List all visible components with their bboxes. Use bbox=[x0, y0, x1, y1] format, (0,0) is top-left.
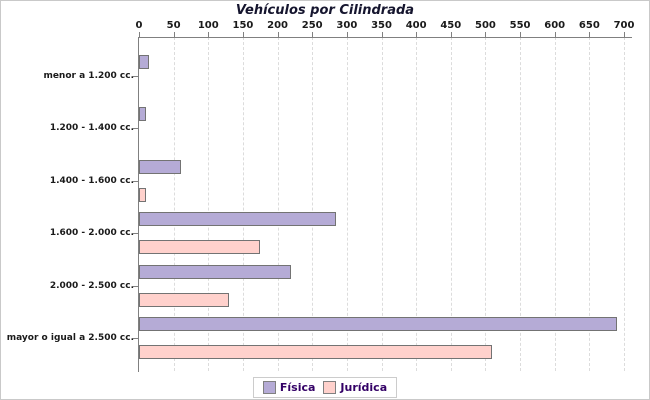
legend-label-fisica: Física bbox=[279, 381, 316, 394]
x-axis-tick-label: 300 bbox=[336, 20, 358, 31]
legend-item-fisica: Física bbox=[262, 381, 316, 394]
bar-juridica bbox=[139, 292, 230, 307]
legend-item-juridica: Jurídica bbox=[323, 381, 387, 394]
legend-swatch-juridica bbox=[323, 381, 337, 394]
gridline bbox=[346, 37, 348, 371]
gridline bbox=[520, 37, 522, 371]
x-axis-tick-label: 500 bbox=[474, 20, 496, 31]
x-axis-tick-mark bbox=[139, 32, 140, 37]
legend-swatch-fisica bbox=[262, 381, 276, 394]
x-axis-tick-mark bbox=[589, 32, 591, 37]
x-axis-tick-label: 600 bbox=[544, 20, 566, 31]
gridline bbox=[208, 37, 210, 371]
x-axis-tick-mark bbox=[520, 32, 522, 37]
bar-fisica bbox=[139, 159, 181, 174]
x-axis-tick-mark bbox=[554, 32, 556, 37]
y-axis-tick-mark bbox=[133, 233, 139, 235]
x-axis-tick-label: 650 bbox=[578, 20, 600, 31]
x-axis-tick-mark bbox=[416, 32, 418, 37]
y-axis-tick-mark bbox=[133, 285, 139, 287]
gridline bbox=[624, 37, 625, 371]
category-label: mayor o igual a 2.500 cc. bbox=[6, 333, 134, 343]
legend-box: Física Jurídica bbox=[252, 377, 398, 398]
x-axis-tick-label: 100 bbox=[197, 20, 219, 31]
x-axis-tick-mark bbox=[450, 32, 452, 37]
bar-juridica bbox=[139, 187, 146, 202]
bar-fisica bbox=[139, 212, 337, 227]
gridline bbox=[173, 37, 175, 371]
x-axis-tick-label: 0 bbox=[135, 20, 143, 31]
y-axis-line bbox=[138, 37, 139, 372]
x-axis-line bbox=[138, 37, 632, 38]
bar-juridica bbox=[139, 240, 261, 255]
legend: Física Jurídica bbox=[1, 377, 649, 398]
gridline bbox=[589, 37, 591, 371]
x-axis-tick-mark bbox=[346, 32, 348, 37]
y-axis-tick-mark bbox=[133, 338, 139, 339]
x-axis-tick-label: 50 bbox=[166, 20, 181, 31]
x-axis-tick-mark bbox=[208, 32, 210, 37]
x-axis-tick-label: 700 bbox=[613, 20, 635, 31]
gridline bbox=[485, 37, 487, 371]
x-axis-tick-label: 450 bbox=[440, 20, 462, 31]
category-label: menor a 1.200 cc. bbox=[43, 71, 134, 81]
x-axis-tick-label: 200 bbox=[267, 20, 288, 31]
x-axis-tick-mark bbox=[173, 32, 175, 37]
y-axis-tick-mark bbox=[133, 76, 139, 77]
x-axis-tick-mark bbox=[624, 32, 625, 37]
x-axis-tick-label: 550 bbox=[509, 20, 531, 31]
legend-label-juridica: Jurídica bbox=[340, 381, 388, 394]
y-axis-tick-mark bbox=[133, 180, 139, 182]
x-axis-tick-label: 350 bbox=[371, 20, 392, 31]
bar-fisica bbox=[139, 55, 150, 69]
gridline bbox=[416, 37, 418, 371]
x-axis-tick-mark bbox=[312, 32, 314, 37]
x-axis-tick-label: 400 bbox=[405, 20, 427, 31]
x-axis-tick-label: 150 bbox=[232, 20, 254, 31]
bar-fisica bbox=[139, 107, 146, 122]
chart-title: Vehículos por Cilindrada bbox=[235, 3, 415, 18]
category-label: 1.600 - 2.000 cc. bbox=[49, 228, 134, 239]
gridline bbox=[554, 37, 556, 371]
gridline bbox=[242, 37, 244, 371]
x-axis-tick-mark bbox=[277, 32, 279, 37]
x-axis-tick-label: 250 bbox=[301, 20, 323, 31]
category-label: 1.200 - 1.400 cc. bbox=[49, 123, 134, 134]
gridline bbox=[277, 37, 279, 371]
gridline bbox=[450, 37, 452, 371]
gridline bbox=[381, 37, 383, 371]
bar-juridica bbox=[139, 345, 493, 359]
y-axis-tick-mark bbox=[133, 128, 139, 130]
category-label: 1.400 - 1.600 cc. bbox=[49, 175, 134, 186]
bar-fisica bbox=[139, 264, 292, 279]
x-axis-tick-mark bbox=[242, 32, 244, 37]
category-label: 2.000 - 2.500 cc. bbox=[49, 280, 134, 291]
x-axis-tick-mark bbox=[485, 32, 487, 37]
x-axis-tick-mark bbox=[381, 32, 383, 37]
gridline bbox=[312, 37, 314, 371]
bar-fisica bbox=[139, 317, 618, 331]
